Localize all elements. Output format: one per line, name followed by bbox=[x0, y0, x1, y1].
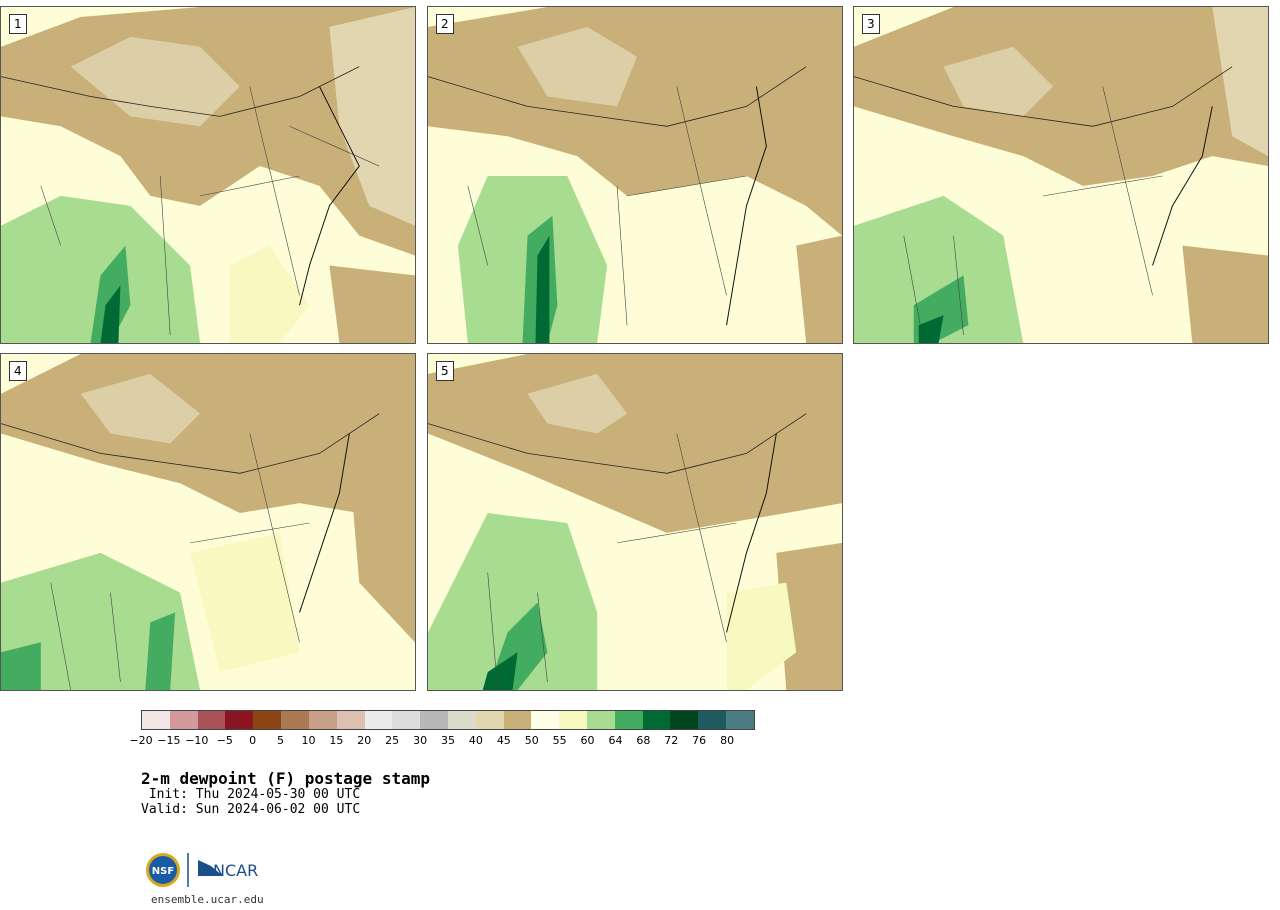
colorbar-tick-label: 55 bbox=[552, 734, 567, 747]
colorbar-segment bbox=[308, 711, 337, 729]
map-panel-3: 3 bbox=[853, 6, 1269, 344]
nsf-ncar-logo: NSF NCAR bbox=[145, 850, 275, 890]
colorbar-segment bbox=[142, 711, 170, 729]
colorbar-segment bbox=[420, 711, 448, 729]
colorbar-segment bbox=[447, 711, 476, 729]
colorbar-tick-label: 64 bbox=[608, 734, 623, 747]
colorbar-segment bbox=[531, 711, 560, 729]
colorbar-tick-label: 60 bbox=[580, 734, 595, 747]
svg-text:NSF: NSF bbox=[152, 866, 174, 877]
colorbar-segment bbox=[587, 711, 615, 729]
colorbar-tick-label: 68 bbox=[636, 734, 651, 747]
colorbar-tick-label: −20 bbox=[129, 734, 153, 747]
colorbar-tick-label: 30 bbox=[413, 734, 428, 747]
chart-title: 2-m dewpoint (F) postage stamp bbox=[141, 769, 430, 788]
map-panel-5: 5 bbox=[427, 353, 843, 691]
colorbar-tick-label: 40 bbox=[468, 734, 483, 747]
svg-text:NCAR: NCAR bbox=[213, 861, 258, 880]
colorbar-segment bbox=[364, 711, 393, 729]
dewpoint-map bbox=[1, 354, 415, 690]
colorbar-segment bbox=[614, 711, 643, 729]
colorbar-tick-label: 72 bbox=[664, 734, 679, 747]
init-time: Init: Thu 2024-05-30 00 UTC bbox=[141, 787, 361, 802]
colorbar-tick-label: 50 bbox=[524, 734, 539, 747]
colorbar-tick-label: 80 bbox=[720, 734, 735, 747]
colorbar-tick-label: 20 bbox=[357, 734, 372, 747]
colorbar-segment bbox=[642, 711, 671, 729]
colorbar-segment bbox=[726, 711, 754, 729]
colorbar-segment bbox=[253, 711, 282, 729]
colorbar-tick-label: 15 bbox=[329, 734, 344, 747]
colorbar-tick-label: 35 bbox=[441, 734, 455, 747]
panel-number: 4 bbox=[9, 361, 27, 381]
colorbar-tick-label: 25 bbox=[385, 734, 400, 747]
colorbar bbox=[141, 710, 755, 730]
colorbar-segment bbox=[503, 711, 532, 729]
colorbar-tick-label: −5 bbox=[216, 734, 233, 747]
colorbar-segment bbox=[225, 711, 254, 729]
colorbar-ticks: −20 −15 −10 −5 0 5 10 15 20 25 30 35 40 45 50 55 60 64 68 7… bbox=[129, 734, 755, 748]
dewpoint-map bbox=[1, 7, 415, 343]
colorbar-segment bbox=[197, 711, 226, 729]
dewpoint-map bbox=[428, 354, 842, 690]
site-url: ensemble.ucar.edu bbox=[151, 893, 264, 906]
panel-number: 3 bbox=[862, 14, 880, 34]
colorbar-tick-label: 0 bbox=[249, 734, 257, 747]
dewpoint-map bbox=[854, 7, 1268, 343]
colorbar-tick-label: 76 bbox=[692, 734, 707, 747]
map-panel-4: 4 bbox=[0, 353, 416, 691]
colorbar-segment bbox=[169, 711, 198, 729]
panel-number: 1 bbox=[9, 14, 27, 34]
colorbar-tick-label: −10 bbox=[185, 734, 209, 747]
valid-time: Valid: Sun 2024-06-02 00 UTC bbox=[141, 802, 361, 817]
colorbar-tick-label: 10 bbox=[301, 734, 316, 747]
colorbar-tick-label: −15 bbox=[157, 734, 181, 747]
colorbar-segment bbox=[281, 711, 309, 729]
colorbar-segment bbox=[392, 711, 421, 729]
colorbar-segment bbox=[336, 711, 365, 729]
colorbar-segment bbox=[670, 711, 699, 729]
colorbar-tick-label: 45 bbox=[496, 734, 511, 747]
colorbar-segment bbox=[475, 711, 504, 729]
map-panel-2: 2 bbox=[427, 6, 843, 344]
panel-number: 5 bbox=[436, 361, 454, 381]
colorbar-segment bbox=[559, 711, 587, 729]
panel-number: 2 bbox=[436, 14, 454, 34]
colorbar-segment bbox=[698, 711, 727, 729]
dewpoint-map bbox=[428, 7, 842, 343]
map-panel-1: 1 bbox=[0, 6, 416, 344]
colorbar-tick-label: 5 bbox=[277, 734, 285, 747]
